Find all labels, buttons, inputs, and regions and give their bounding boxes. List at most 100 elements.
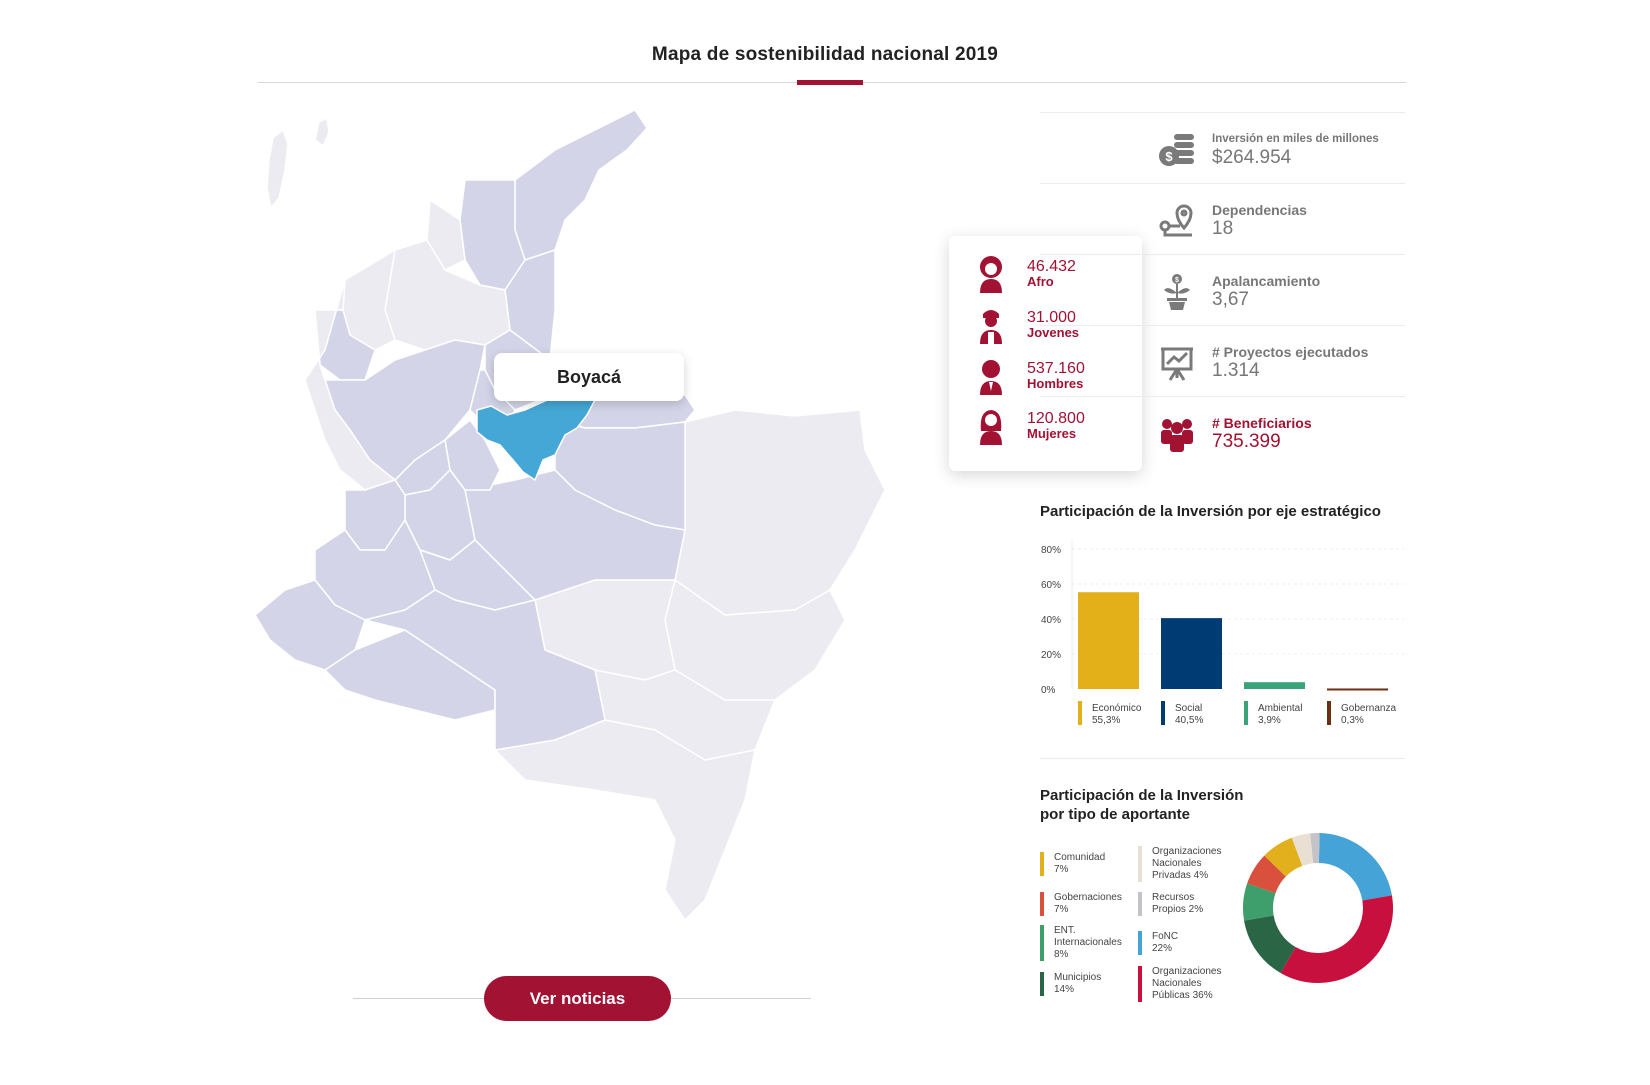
legend-swatch <box>1078 701 1082 725</box>
svg-text:$: $ <box>1165 149 1173 164</box>
y-tick-label: 40% <box>1041 615 1061 626</box>
map-region-choco[interactable] <box>304 279 396 491</box>
donut-legend-item: Organizaciones Nacionales Públicas 36% <box>1138 966 1221 1002</box>
legend-swatch <box>1040 892 1044 916</box>
legend-label: ENT. Internacionales 8% <box>1054 925 1122 960</box>
presentation-chart-icon <box>1161 347 1193 381</box>
contributor-donut-chart <box>1243 833 1393 983</box>
stats-divider <box>1040 396 1405 397</box>
legend-swatch <box>1244 701 1248 725</box>
demographic-mujeres: 120.800 Mujeres <box>977 405 1137 445</box>
legend-label: Organizaciones Nacionales Privadas 4% <box>1152 846 1222 881</box>
stat-label: Dependencias <box>1212 202 1307 218</box>
title-accent-bar <box>797 80 863 85</box>
stat-label: Apalancamiento <box>1212 273 1321 289</box>
legend-label: FoNC 22% <box>1152 931 1179 954</box>
demographics-card: 46.432 Afro 31.000 Jovenes 537.160 Hombres … <box>949 236 1142 471</box>
map-region-narino[interactable] <box>255 579 366 671</box>
map-region-san-andres[interactable] <box>266 129 289 209</box>
donut-title-line: por tipo de aportante <box>1040 806 1190 823</box>
legend-swatch <box>1138 892 1142 916</box>
bar-chart-title: Participación de la Inversión por eje es… <box>1040 503 1381 520</box>
demographic-hombres: 537.160 Hombres <box>977 355 1137 395</box>
stat-investment: $ Inversión en miles de millones $264.954 <box>1158 120 1408 180</box>
donut-slice-organizaciones-nacionales-p-blicas <box>1280 895 1393 983</box>
donut-slice-comunidad <box>1264 837 1303 877</box>
category-label: Social <box>1175 703 1202 714</box>
value-label: 55,3% <box>1092 715 1120 726</box>
map-region-atlantico[interactable] <box>426 199 466 271</box>
map-region-providencia[interactable] <box>314 117 330 147</box>
section-divider <box>1040 758 1405 759</box>
stat-label: # Proyectos ejecutados <box>1212 344 1369 360</box>
stats-divider <box>1040 254 1405 255</box>
demographic-label: Afro <box>1027 273 1054 289</box>
stat-value: 1.314 <box>1212 360 1260 381</box>
legend-label: Comunidad 7% <box>1054 852 1106 875</box>
demographic-label: Jovenes <box>1027 324 1080 340</box>
donut-slice-municipios <box>1244 914 1297 973</box>
demographic-jovenes: 31.000 Jovenes <box>977 304 1137 344</box>
demographic-value: 120.800 <box>1027 409 1085 427</box>
donut-slice-organizaciones-nacionales-privadas <box>1291 833 1314 866</box>
demographic-value: 46.432 <box>1027 257 1076 275</box>
colombia-map[interactable] <box>255 110 915 930</box>
legend-swatch <box>1161 701 1165 725</box>
bar-gobernanza <box>1327 688 1388 691</box>
legend-swatch <box>1138 846 1142 882</box>
donut-legend-item: Recursos Propios 2% <box>1138 892 1203 916</box>
donut-slice-fonc <box>1318 833 1392 902</box>
page-title: Mapa de sostenibilidad nacional 2019 <box>651 44 999 65</box>
value-label: 0,3% <box>1341 715 1364 726</box>
stats-divider <box>1040 183 1405 184</box>
y-tick-label: 0% <box>1041 685 1056 696</box>
stat-value: 3,67 <box>1212 289 1249 310</box>
demographic-value: 31.000 <box>1027 308 1076 326</box>
legend-swatch <box>1138 931 1142 955</box>
stat-beneficiaries: # Beneficiarios 735.399 <box>1158 404 1408 464</box>
y-tick-label: 20% <box>1041 650 1061 661</box>
demographic-label: Hombres <box>1027 375 1084 391</box>
stat-value: 18 <box>1212 218 1234 239</box>
y-tick-label: 60% <box>1041 580 1061 591</box>
demographic-afro: 46.432 Afro <box>977 253 1137 293</box>
value-label: 3,9% <box>1258 715 1281 726</box>
donut-legend-item: ENT. Internacionales 8% <box>1040 925 1122 961</box>
woman-icon <box>980 410 1002 445</box>
legend-swatch <box>1040 972 1044 996</box>
region-tooltip: Boyacá <box>494 353 684 401</box>
stats-divider <box>1040 325 1405 326</box>
value-label: 40,5% <box>1175 715 1203 726</box>
donut-legend-item: Gobernaciones 7% <box>1040 892 1122 916</box>
bar-económico <box>1078 592 1139 689</box>
coins-icon: $ <box>1159 134 1194 166</box>
category-label: Ambiental <box>1258 703 1302 714</box>
donut-slice-ent-internacionales <box>1243 883 1276 921</box>
legend-swatch <box>1138 966 1142 1002</box>
y-tick-label: 80% <box>1041 545 1061 556</box>
donut-legend-item: Comunidad 7% <box>1040 852 1105 876</box>
map-region-guajira[interactable] <box>514 110 648 261</box>
svg-text:$: $ <box>1175 277 1179 284</box>
legend-label: Gobernaciones 7% <box>1054 892 1122 915</box>
demographic-label: Mujeres <box>1027 425 1077 441</box>
people-group-icon <box>1161 419 1193 452</box>
stat-value: $264.954 <box>1212 147 1292 168</box>
map-region-caqueta[interactable] <box>364 589 606 751</box>
legend-swatch <box>1040 925 1044 961</box>
money-plant-icon: $ <box>1164 274 1190 310</box>
demographic-value: 537.160 <box>1027 359 1085 377</box>
young-person-icon <box>980 310 1002 344</box>
donut-slice-gobernaciones <box>1247 855 1287 894</box>
donut-title-line: Participación de la Inversión <box>1040 787 1244 804</box>
afro-person-icon <box>980 256 1002 293</box>
bar-ambiental <box>1244 682 1305 689</box>
bar-social <box>1161 618 1222 689</box>
category-label: Económico <box>1092 703 1142 714</box>
map-region-amazonas[interactable] <box>494 719 756 921</box>
legend-label: Municipios 14% <box>1054 972 1102 995</box>
category-label: Gobernanza <box>1341 703 1396 714</box>
stat-label: Inversión en miles de millones <box>1212 133 1379 145</box>
view-news-button[interactable]: Ver noticias <box>484 976 671 1021</box>
map-region-vichada[interactable] <box>674 409 886 616</box>
